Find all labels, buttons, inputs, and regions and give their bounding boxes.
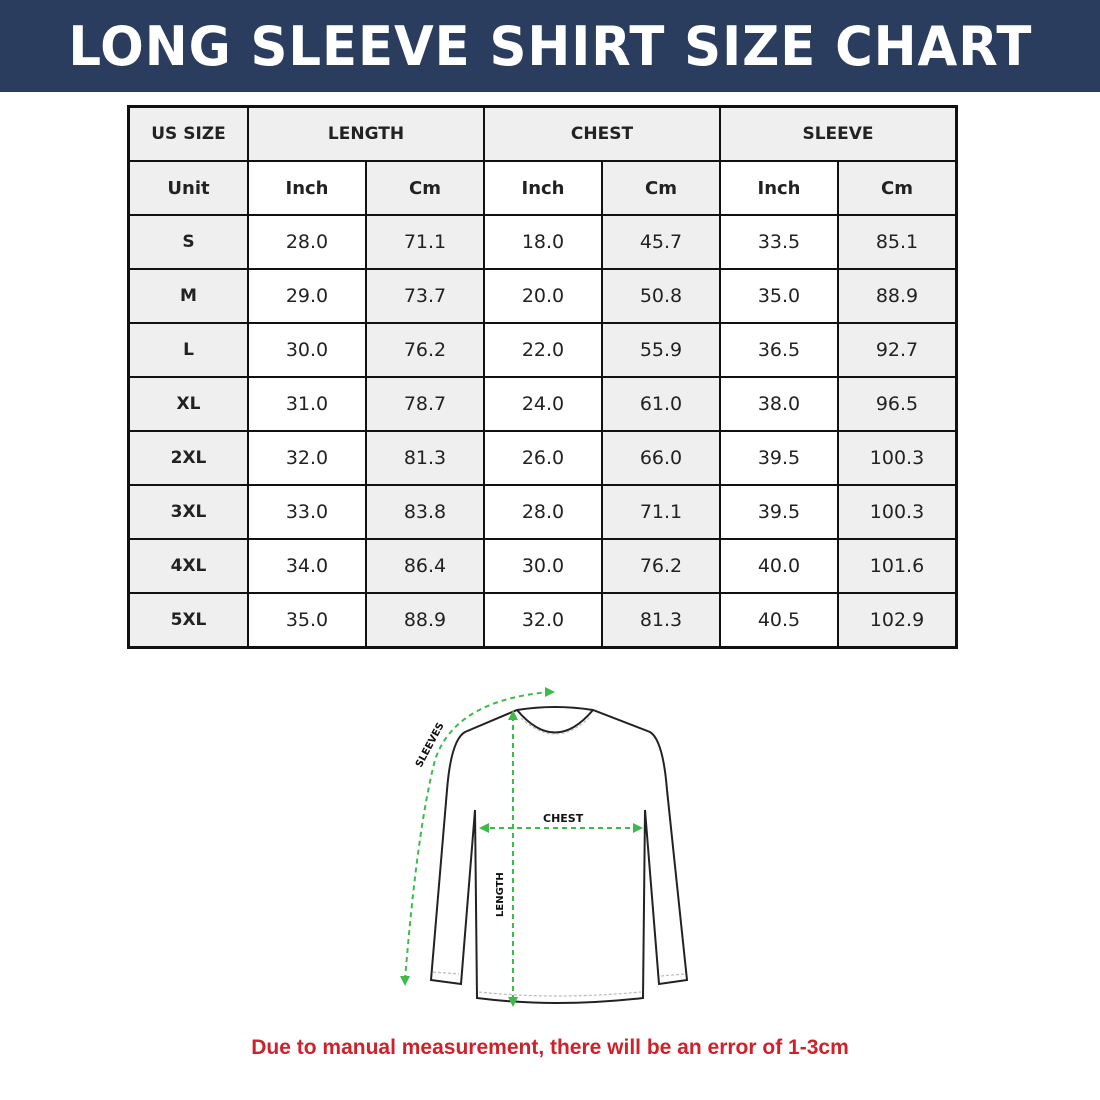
- value-cell: 73.7: [365, 268, 485, 324]
- size-cell: S: [127, 214, 249, 270]
- size-cell: M: [127, 268, 249, 324]
- value-cell: 28.0: [247, 214, 367, 270]
- value-cell: 100.3: [837, 430, 958, 486]
- table-row: M 29.0 73.7 20.0 50.8 35.0 88.9: [127, 268, 958, 324]
- value-cell: 78.7: [365, 376, 485, 432]
- value-cell: 83.8: [365, 484, 485, 540]
- value-cell: 36.5: [719, 322, 839, 378]
- value-cell: 33.5: [719, 214, 839, 270]
- chest-label: CHEST: [543, 812, 584, 825]
- size-cell: L: [127, 322, 249, 378]
- value-cell: 39.5: [719, 430, 839, 486]
- value-cell: 28.0: [483, 484, 603, 540]
- value-cell: 40.0: [719, 538, 839, 594]
- size-cell: 2XL: [127, 430, 249, 486]
- size-table: US SIZE LENGTH CHEST SLEEVE Unit Inch Cm…: [127, 105, 958, 649]
- table-row: 3XL 33.0 83.8 28.0 71.1 39.5 100.3: [127, 484, 958, 540]
- table-row: XL 31.0 78.7 24.0 61.0 38.0 96.5: [127, 376, 958, 432]
- shirt-outline-icon: [429, 706, 689, 1004]
- unit-inch: Inch: [483, 160, 603, 216]
- value-cell: 32.0: [247, 430, 367, 486]
- value-cell: 24.0: [483, 376, 603, 432]
- value-cell: 88.9: [837, 268, 958, 324]
- shirt-diagram: CHEST LENGTH SLEEVES: [400, 687, 689, 1007]
- group-header-row: US SIZE LENGTH CHEST SLEEVE: [127, 105, 958, 162]
- value-cell: 38.0: [719, 376, 839, 432]
- value-cell: 31.0: [247, 376, 367, 432]
- page-title: LONG SLEEVE SHIRT SIZE CHART: [68, 14, 1032, 78]
- unit-row: Unit Inch Cm Inch Cm Inch Cm: [127, 160, 958, 216]
- value-cell: 29.0: [247, 268, 367, 324]
- table-row: 5XL 35.0 88.9 32.0 81.3 40.5 102.9: [127, 592, 958, 649]
- table-row: S 28.0 71.1 18.0 45.7 33.5 85.1: [127, 214, 958, 270]
- table-row: L 30.0 76.2 22.0 55.9 36.5 92.7: [127, 322, 958, 378]
- value-cell: 35.0: [247, 592, 367, 649]
- value-cell: 100.3: [837, 484, 958, 540]
- value-cell: 20.0: [483, 268, 603, 324]
- value-cell: 71.1: [601, 484, 721, 540]
- value-cell: 30.0: [483, 538, 603, 594]
- size-cell: 5XL: [127, 592, 249, 649]
- value-cell: 22.0: [483, 322, 603, 378]
- value-cell: 32.0: [483, 592, 603, 649]
- value-cell: 50.8: [601, 268, 721, 324]
- value-cell: 61.0: [601, 376, 721, 432]
- unit-cm: Cm: [601, 160, 721, 216]
- value-cell: 92.7: [837, 322, 958, 378]
- value-cell: 76.2: [601, 538, 721, 594]
- title-banner: LONG SLEEVE SHIRT SIZE CHART: [0, 0, 1100, 92]
- table-row: 2XL 32.0 81.3 26.0 66.0 39.5 100.3: [127, 430, 958, 486]
- measure-lines: [404, 691, 639, 1002]
- table-row: 4XL 34.0 86.4 30.0 76.2 40.0 101.6: [127, 538, 958, 594]
- value-cell: 85.1: [837, 214, 958, 270]
- value-cell: 26.0: [483, 430, 603, 486]
- value-cell: 96.5: [837, 376, 958, 432]
- size-cell: 3XL: [127, 484, 249, 540]
- value-cell: 101.6: [837, 538, 958, 594]
- value-cell: 34.0: [247, 538, 367, 594]
- unit-label: Unit: [127, 160, 249, 216]
- measurement-note: Due to manual measurement, there will be…: [251, 1036, 849, 1059]
- value-cell: 102.9: [837, 592, 958, 649]
- size-cell: 4XL: [127, 538, 249, 594]
- header-length: LENGTH: [247, 105, 485, 162]
- unit-inch: Inch: [719, 160, 839, 216]
- header-sleeve: SLEEVE: [719, 105, 958, 162]
- value-cell: 35.0: [719, 268, 839, 324]
- value-cell: 45.7: [601, 214, 721, 270]
- size-cell: XL: [127, 376, 249, 432]
- unit-cm: Cm: [837, 160, 958, 216]
- value-cell: 40.5: [719, 592, 839, 649]
- value-cell: 81.3: [601, 592, 721, 649]
- value-cell: 18.0: [483, 214, 603, 270]
- unit-cm: Cm: [365, 160, 485, 216]
- value-cell: 81.3: [365, 430, 485, 486]
- value-cell: 55.9: [601, 322, 721, 378]
- length-label: LENGTH: [495, 872, 506, 917]
- value-cell: 76.2: [365, 322, 485, 378]
- header-us-size: US SIZE: [127, 105, 249, 162]
- value-cell: 39.5: [719, 484, 839, 540]
- value-cell: 86.4: [365, 538, 485, 594]
- value-cell: 33.0: [247, 484, 367, 540]
- value-cell: 30.0: [247, 322, 367, 378]
- header-chest: CHEST: [483, 105, 721, 162]
- value-cell: 88.9: [365, 592, 485, 649]
- value-cell: 66.0: [601, 430, 721, 486]
- unit-inch: Inch: [247, 160, 367, 216]
- value-cell: 71.1: [365, 214, 485, 270]
